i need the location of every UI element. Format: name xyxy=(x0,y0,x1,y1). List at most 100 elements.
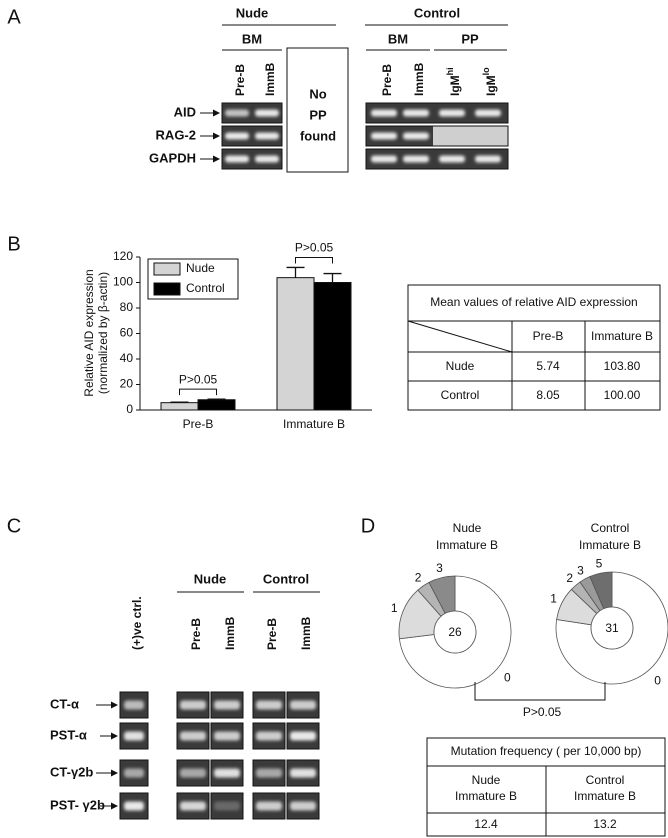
table-header: Pre-B xyxy=(533,329,564,343)
gel-band xyxy=(255,109,279,117)
subgroup-label: BM xyxy=(388,31,408,46)
group-label: Nude xyxy=(236,5,269,20)
legend-label: Nude xyxy=(186,261,215,275)
pie-label: 1 xyxy=(550,592,557,606)
gel-band xyxy=(290,731,316,741)
gel-band xyxy=(214,768,240,778)
annotation: P>0.05 xyxy=(179,372,218,386)
y-tick-label: 100 xyxy=(113,275,133,289)
arrow-head xyxy=(111,701,118,709)
arrow-head xyxy=(213,155,220,163)
y-tick-label: 80 xyxy=(120,300,134,314)
group-label: Control xyxy=(414,5,460,20)
table-cell: 5.74 xyxy=(536,359,560,373)
pie-title: Nude xyxy=(453,521,482,535)
gel-band xyxy=(225,155,249,163)
pie-center xyxy=(590,606,634,650)
arrow-head xyxy=(111,732,118,740)
lane-label: (+)ve ctrl. xyxy=(130,596,144,650)
lane-label: IgMlo xyxy=(481,67,498,96)
pie-center xyxy=(433,610,477,654)
gel-band xyxy=(290,768,316,778)
row-label: PST- γ2b xyxy=(50,797,105,812)
gel-band xyxy=(256,700,282,710)
table-cell: Nude xyxy=(446,359,475,373)
gel-band xyxy=(124,700,144,710)
gel-strip xyxy=(365,102,509,124)
row-label: AID xyxy=(174,104,196,119)
bracket xyxy=(179,388,217,396)
table-cell: 8.05 xyxy=(536,388,560,402)
gel-band xyxy=(290,700,316,710)
y-tick-label: 60 xyxy=(120,326,134,340)
table-cell: 103.80 xyxy=(604,359,641,373)
pie-label: 3 xyxy=(577,563,584,577)
row-label: GAPDH xyxy=(149,150,196,165)
gel-strip xyxy=(221,125,283,147)
subgroup-label: PP xyxy=(461,31,479,46)
gel-band xyxy=(403,155,429,163)
gel-band xyxy=(256,801,282,811)
lane-label: Pre-B xyxy=(265,618,279,650)
no-pp-box xyxy=(286,47,349,173)
gel-band xyxy=(180,801,206,811)
no-pp-text: found xyxy=(300,128,336,143)
gel-strip xyxy=(365,148,509,170)
pie-title: Control xyxy=(591,521,630,535)
gel-band xyxy=(439,109,465,117)
lane-label-sup: hi xyxy=(445,67,455,75)
row-label: RAG-2 xyxy=(156,127,196,142)
gel-band xyxy=(371,109,397,117)
error-bar xyxy=(207,398,226,400)
comparison: P>0.05 xyxy=(523,705,562,719)
table-cell: 100.00 xyxy=(604,388,641,402)
panel-label: A xyxy=(7,6,21,28)
pie-title: Immature B xyxy=(579,538,641,552)
lane-label-base: IgM xyxy=(484,75,498,96)
gel-band xyxy=(475,155,501,163)
table-diagonal xyxy=(407,320,513,353)
annotation: P>0.05 xyxy=(295,241,334,255)
lane-label-base: IgM xyxy=(448,75,462,96)
pie-label: 2 xyxy=(566,571,573,585)
pie-total: 31 xyxy=(605,621,619,635)
arrow-head xyxy=(213,109,220,117)
arrow-head xyxy=(213,132,220,140)
gel-strip xyxy=(221,148,283,170)
table-cell: 13.2 xyxy=(593,817,617,831)
table-header: Immature B xyxy=(455,789,517,803)
y-tick-label: 0 xyxy=(126,402,133,416)
gel-band xyxy=(180,700,206,710)
no-pp-text: No xyxy=(309,86,326,101)
table-title: Mutation frequency ( per 10,000 bp) xyxy=(451,744,642,758)
gel-band xyxy=(256,768,282,778)
pie-label: 0 xyxy=(504,671,511,685)
pie-label: 5 xyxy=(596,557,603,571)
group-label: Nude xyxy=(194,571,227,586)
lane-label: ImmB xyxy=(263,62,277,96)
error-bar xyxy=(323,272,342,283)
pie-label: 1 xyxy=(391,601,398,615)
bar xyxy=(276,277,315,411)
x-tick-label: Pre-B xyxy=(183,417,214,431)
table-header: Control xyxy=(586,773,625,787)
gel-band xyxy=(214,700,240,710)
bar xyxy=(313,282,352,411)
gel-band xyxy=(124,801,144,811)
gel-band xyxy=(225,109,249,117)
pie-label: 2 xyxy=(415,571,422,585)
y-axis-label: Relative AID expression xyxy=(82,269,96,396)
gel-band xyxy=(180,768,206,778)
panel-label: B xyxy=(7,233,20,255)
gel-band xyxy=(403,132,429,140)
bar xyxy=(160,402,199,411)
legend-swatch xyxy=(153,262,181,276)
x-tick-label: Immature B xyxy=(283,417,345,431)
table-header: Nude xyxy=(472,773,501,787)
gel-band xyxy=(290,801,316,811)
gel-band xyxy=(403,109,429,117)
gel-band xyxy=(180,731,206,741)
gel-band xyxy=(214,801,240,811)
legend-label: Control xyxy=(186,281,225,295)
gel-strip xyxy=(221,102,283,124)
